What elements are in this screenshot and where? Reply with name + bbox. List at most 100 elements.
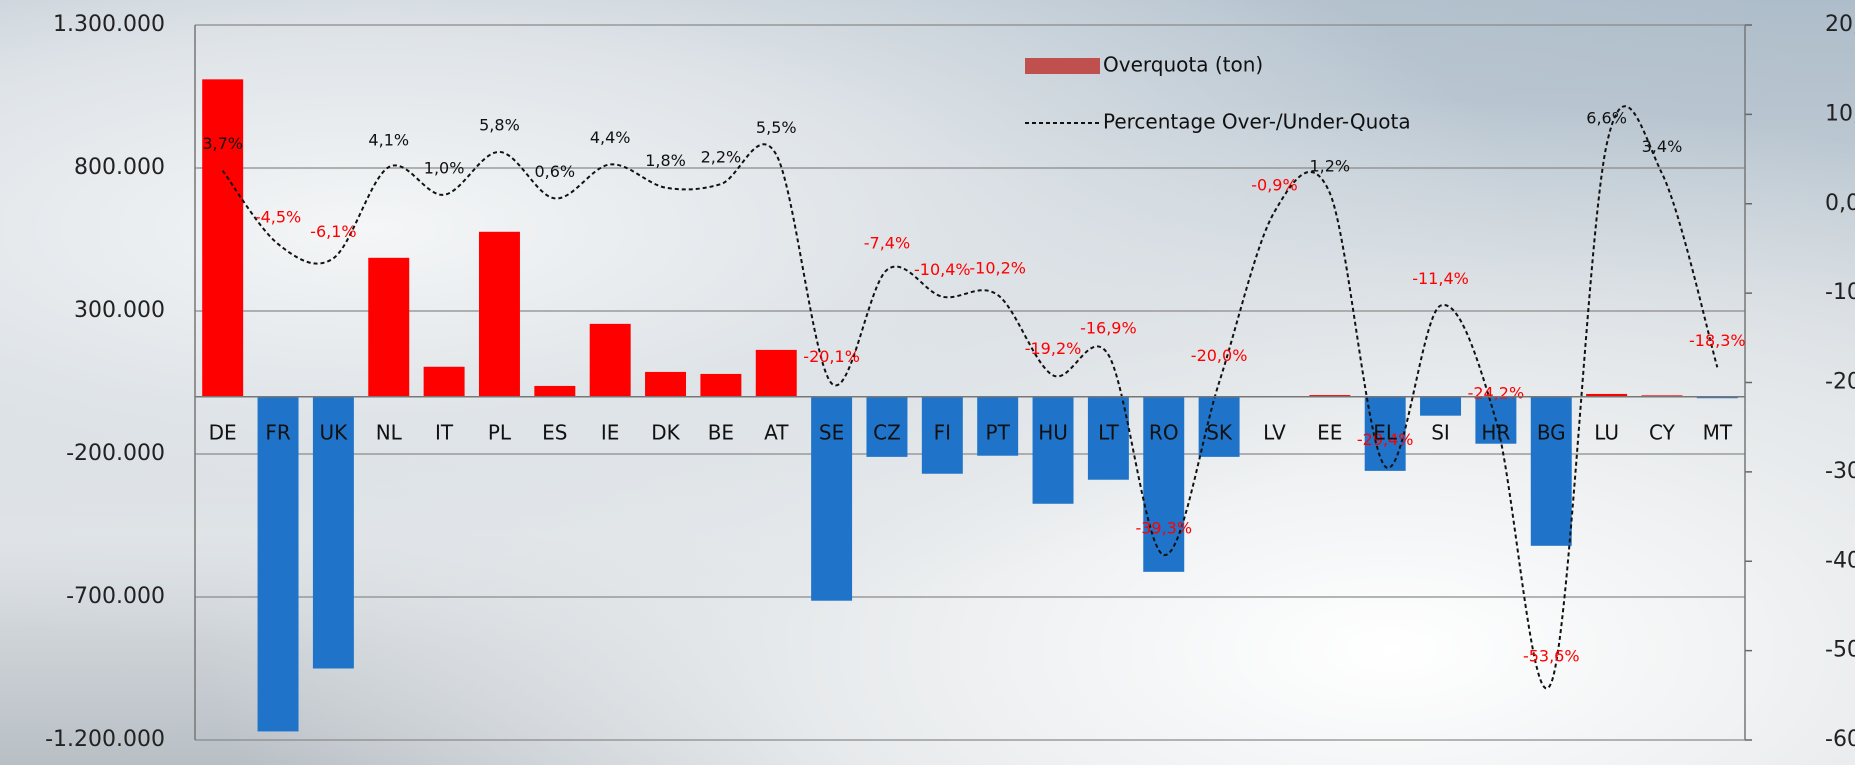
x-tick-label: BE (708, 420, 734, 444)
data-label: 4,4% (590, 128, 631, 147)
x-tick-label: AT (764, 420, 789, 444)
x-tick-label: SI (1431, 420, 1450, 444)
y2-tick-label: 20,0% (1825, 12, 1855, 37)
x-tick-label: PL (488, 420, 512, 444)
data-label: -6,1% (310, 222, 356, 241)
y-tick-label: 300.000 (74, 298, 165, 323)
bar (866, 396, 908, 457)
bar (1420, 396, 1462, 416)
x-tick-label: IT (435, 420, 454, 444)
bar (257, 396, 299, 732)
data-label: -0,9% (1251, 175, 1297, 194)
data-label: -16,9% (1080, 318, 1137, 337)
bar (312, 396, 354, 669)
y2-tick-label: 0,0% (1825, 191, 1855, 216)
x-tick-label: SK (1206, 420, 1233, 444)
data-label: 5,5% (756, 118, 797, 137)
data-label: 4,1% (368, 131, 409, 150)
data-label: -19,2% (1025, 339, 1082, 358)
x-tick-label: HR (1481, 420, 1510, 444)
bar (700, 373, 742, 397)
data-label: 3,7% (202, 134, 243, 153)
data-label: -53,6% (1523, 646, 1580, 665)
legend-swatch (1025, 58, 1100, 74)
x-tick-label: BG (1537, 420, 1566, 444)
y-tick-label: 800.000 (74, 155, 165, 180)
x-tick-label: HU (1038, 420, 1068, 444)
bar (645, 371, 687, 397)
bar (589, 323, 631, 397)
bar (368, 257, 410, 397)
bar (811, 396, 853, 601)
x-tick-label: FR (265, 420, 291, 444)
data-label: -4,5% (255, 207, 301, 226)
bar (977, 396, 1019, 456)
data-label: -24,2% (1468, 384, 1525, 403)
x-tick-label: IE (601, 420, 620, 444)
x-tick-label: SE (819, 420, 844, 444)
data-label: -20,0% (1191, 346, 1248, 365)
data-label: -20,1% (803, 347, 860, 366)
bar (478, 231, 520, 397)
bar (534, 385, 576, 397)
x-tick-label: MT (1703, 420, 1733, 444)
x-tick-label: RO (1149, 420, 1179, 444)
data-label: -7,4% (864, 233, 910, 252)
bar (1143, 396, 1185, 572)
bar (423, 366, 465, 397)
x-tick-label: EE (1317, 420, 1342, 444)
legend-label: Percentage Over-/Under-Quota (1103, 110, 1411, 134)
x-tick-label: LU (1594, 420, 1619, 444)
data-label: -39,3% (1135, 518, 1192, 537)
bar (1364, 396, 1406, 471)
x-tick-label: LT (1098, 420, 1119, 444)
y2-tick-label: -20,0% (1825, 370, 1855, 395)
x-tick-label: CY (1649, 420, 1676, 444)
bar (1530, 396, 1572, 546)
bar (921, 396, 963, 474)
y2-tick-label: -10,0% (1825, 280, 1855, 305)
data-label: -18,3% (1689, 331, 1746, 350)
y2-tick-label: -60,0% (1825, 727, 1855, 752)
percentage-line (221, 105, 1719, 690)
data-label: 3,4% (1642, 137, 1683, 156)
legend-label: Overquota (ton) (1103, 53, 1263, 77)
data-label: 1,2% (1309, 157, 1350, 176)
x-tick-label: CZ (873, 420, 901, 444)
x-tick-label: UK (320, 420, 349, 444)
x-tick-label: PT (986, 420, 1011, 444)
data-label: 0,6% (534, 162, 575, 181)
bar (1198, 396, 1240, 457)
bar (1309, 395, 1351, 397)
x-tick-label: FI (934, 420, 951, 444)
x-tick-label: DK (651, 420, 680, 444)
data-label: 6,6% (1586, 108, 1627, 127)
y2-tick-label: -40,0% (1825, 548, 1855, 573)
data-label: 1,0% (424, 158, 465, 177)
data-label: -10,4% (914, 260, 971, 279)
data-label: 1,8% (645, 151, 686, 170)
data-label: -11,4% (1412, 269, 1469, 288)
data-label: -10,2% (969, 258, 1026, 277)
x-tick-label: DE (209, 420, 237, 444)
x-tick-label: ES (542, 420, 567, 444)
x-tick-label: LV (1263, 420, 1286, 444)
y-tick-label: 1.300.000 (53, 12, 165, 37)
y-tick-label: -700.000 (66, 584, 165, 609)
x-tick-label: NL (376, 420, 403, 444)
x-tick-label: EL (1373, 420, 1398, 444)
y-tick-label: -1.200.000 (45, 727, 165, 752)
y-tick-label: -200.000 (66, 441, 165, 466)
y2-tick-label: -30,0% (1825, 459, 1855, 484)
bar (1032, 396, 1074, 504)
y2-tick-label: 10,0% (1825, 101, 1855, 126)
data-label: -29,4% (1357, 430, 1414, 449)
y2-tick-label: -50,0% (1825, 638, 1855, 663)
bar (1586, 393, 1628, 397)
bar (1087, 396, 1129, 480)
bar (755, 349, 797, 397)
data-label: 2,2% (701, 148, 742, 167)
data-label: 5,8% (479, 115, 520, 134)
